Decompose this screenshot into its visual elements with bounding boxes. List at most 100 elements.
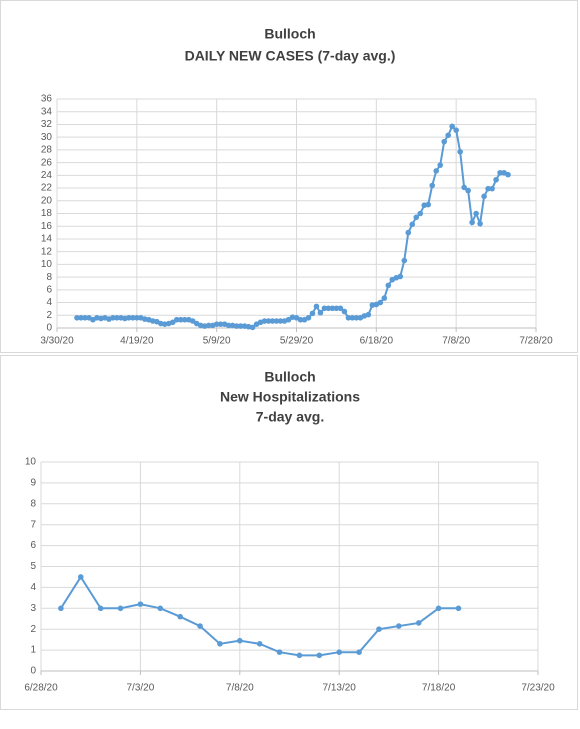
x-tick-label: 7/28/20 <box>519 336 553 347</box>
data-point <box>126 315 132 321</box>
data-point <box>341 308 348 315</box>
data-point <box>313 303 320 310</box>
data-point <box>82 315 88 321</box>
y-tick-label: 32 <box>41 119 53 130</box>
data-point <box>473 210 479 217</box>
y-tick-label: 8 <box>46 272 52 283</box>
data-point <box>349 315 356 321</box>
data-point <box>493 176 499 183</box>
data-point <box>217 321 224 327</box>
data-point <box>435 605 442 612</box>
data-point <box>134 315 140 321</box>
chart-title: Bulloch <box>264 26 315 42</box>
x-tick-label: 5/29/20 <box>280 336 314 347</box>
data-point <box>316 652 323 659</box>
y-tick-label: 5 <box>30 561 36 572</box>
y-tick-label: 34 <box>41 106 53 117</box>
y-tick-label: 16 <box>41 221 53 232</box>
x-tick-label: 6/28/20 <box>24 683 58 694</box>
data-point <box>205 322 212 329</box>
data-point <box>114 315 120 321</box>
data-point <box>345 315 352 321</box>
data-point <box>309 310 316 317</box>
data-point <box>485 185 491 192</box>
data-point <box>169 319 176 326</box>
x-tick-label: 5/9/20 <box>203 336 231 347</box>
data-point <box>189 318 196 324</box>
data-point <box>77 574 84 580</box>
y-tick-label: 1 <box>30 645 36 656</box>
data-point <box>433 168 440 174</box>
data-point <box>173 316 180 323</box>
data-point <box>325 305 332 312</box>
y-tick-label: 36 <box>41 94 53 105</box>
y-tick-label: 30 <box>41 132 53 143</box>
data-point <box>405 229 412 236</box>
data-point <box>489 185 495 192</box>
y-tick-label: 6 <box>30 540 36 551</box>
y-tick-label: 4 <box>30 582 36 593</box>
data-point <box>177 316 184 323</box>
chart-title: New Hospitalizations <box>220 389 360 405</box>
data-point <box>453 127 459 133</box>
data-point <box>74 315 80 321</box>
data-point <box>297 316 304 323</box>
data-point <box>337 305 344 312</box>
data-point <box>376 626 382 632</box>
data-point <box>409 221 416 228</box>
y-tick-label: 18 <box>41 208 53 219</box>
data-point <box>237 637 243 644</box>
x-tick-label: 7/23/20 <box>521 683 555 694</box>
data-point <box>117 605 124 612</box>
data-point <box>449 123 455 130</box>
y-tick-label: 0 <box>46 323 52 334</box>
y-tick-label: 12 <box>41 246 53 257</box>
data-point <box>469 219 475 226</box>
y-tick-label: 10 <box>25 457 37 468</box>
y-tick-label: 0 <box>30 666 36 677</box>
x-tick-label: 7/3/20 <box>126 683 154 694</box>
y-tick-label: 9 <box>30 478 36 489</box>
data-point <box>157 605 164 612</box>
data-point <box>261 318 268 324</box>
y-tick-label: 4 <box>46 297 52 308</box>
data-point <box>401 257 408 264</box>
data-point <box>181 316 188 323</box>
y-tick-label: 3 <box>30 603 36 614</box>
data-point <box>437 162 444 168</box>
data-point <box>249 324 256 331</box>
y-tick-label: 28 <box>41 145 53 156</box>
data-point <box>285 316 292 323</box>
data-point <box>505 171 511 178</box>
data-point <box>381 295 388 301</box>
y-tick-label: 6 <box>46 284 52 295</box>
x-tick-label: 3/30/20 <box>40 336 74 347</box>
x-tick-label: 7/18/20 <box>422 683 456 694</box>
data-point <box>137 601 144 607</box>
data-point <box>445 132 451 139</box>
data-point <box>265 318 272 324</box>
data-point <box>58 605 64 612</box>
data-point <box>481 193 487 200</box>
data-point <box>321 305 328 312</box>
chart-title: DAILY NEW CASES (7-day avg.) <box>185 48 396 64</box>
data-point <box>277 318 284 324</box>
data-point <box>336 649 343 655</box>
data-point <box>413 214 420 221</box>
data-point <box>377 299 384 306</box>
y-tick-label: 24 <box>41 170 53 181</box>
data-point <box>78 315 84 321</box>
data-point <box>177 613 183 620</box>
data-point <box>225 322 232 329</box>
data-point <box>197 623 203 629</box>
data-point <box>425 201 432 208</box>
y-tick-label: 2 <box>46 310 52 321</box>
data-point <box>465 187 471 194</box>
data-point <box>396 623 402 629</box>
data-point <box>397 273 404 280</box>
x-tick-label: 6/18/20 <box>360 336 394 347</box>
data-point <box>429 182 436 189</box>
data-point <box>256 641 263 647</box>
y-tick-label: 26 <box>41 157 53 168</box>
